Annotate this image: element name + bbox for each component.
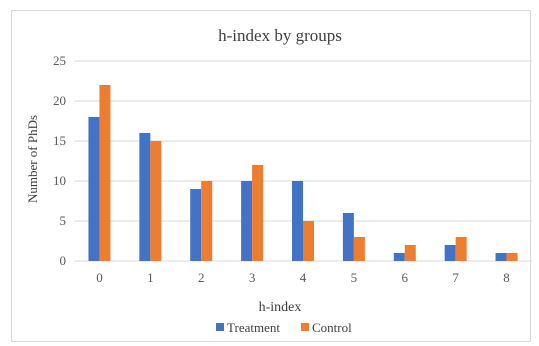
bar-control-6	[404, 245, 416, 261]
bar-control-5	[353, 237, 365, 261]
bar-treatment-3	[241, 181, 253, 261]
bar-treatment-1	[139, 133, 151, 261]
bar-control-7	[455, 237, 467, 261]
y-tick-label: 15	[53, 133, 66, 148]
bar-treatment-5	[342, 213, 354, 261]
x-tick-label: 3	[249, 270, 256, 285]
y-tick-label: 0	[60, 253, 67, 268]
legend-swatch-control	[301, 323, 309, 331]
y-tick-labels: 0 5 10 15 20 25	[53, 53, 66, 268]
chart-title: h-index by groups	[218, 26, 342, 45]
x-axis-label: h-index	[259, 300, 302, 315]
x-tick-label: 0	[96, 270, 103, 285]
bar-treatment-8	[495, 253, 507, 261]
legend-swatch-treatment	[216, 323, 224, 331]
bar-control-4	[303, 221, 314, 261]
legend-label-treatment: Treatment	[227, 320, 280, 335]
bar-control-0	[99, 85, 111, 261]
bar-control-3	[252, 165, 264, 261]
x-tick-label: 2	[198, 270, 205, 285]
x-tick-label: 6	[402, 270, 409, 285]
y-tick-label: 5	[60, 213, 67, 228]
x-tick-labels: 0 1 2 3 4 5 6 7 8	[96, 270, 510, 285]
x-tick-label: 5	[351, 270, 358, 285]
bar-treatment-6	[393, 253, 405, 261]
bar-control-8	[506, 253, 518, 261]
x-tick-label: 4	[300, 270, 307, 285]
x-tick-label: 1	[147, 270, 154, 285]
x-tick-label: 7	[452, 270, 459, 285]
y-axis-label: Number of PhDs	[25, 115, 40, 203]
bar-control-2	[201, 181, 213, 261]
y-tick-label: 10	[53, 173, 66, 188]
x-tick-label: 8	[503, 270, 510, 285]
bars	[88, 85, 518, 261]
y-tick-label: 20	[53, 93, 66, 108]
legend: Treatment Control	[216, 320, 352, 335]
legend-label-control: Control	[312, 320, 352, 335]
bar-treatment-4	[292, 181, 303, 261]
bar-treatment-7	[444, 245, 456, 261]
y-tick-label: 25	[53, 53, 66, 68]
bar-control-1	[150, 141, 162, 261]
bar-treatment-2	[190, 189, 202, 261]
bar-treatment-0	[88, 117, 100, 261]
